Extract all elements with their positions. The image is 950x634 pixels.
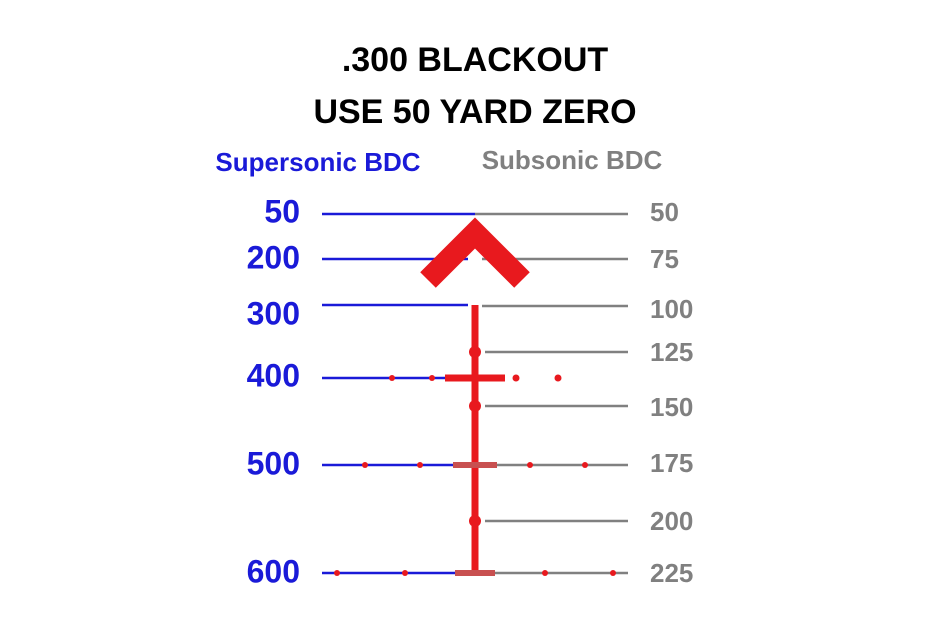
- subsonic-label: 50: [650, 197, 679, 227]
- subsonic-label: 225: [650, 558, 693, 588]
- supersonic-heading: Supersonic BDC: [215, 147, 420, 177]
- supersonic-label: 400: [247, 357, 300, 393]
- title-line: .300 BLACKOUT: [342, 41, 609, 79]
- subsonic-labels: 50 75 100 125 150 175 200 225: [650, 197, 693, 588]
- subsonic-label: 100: [650, 294, 693, 324]
- supersonic-lines: [322, 212, 475, 575]
- subsonic-label: 125: [650, 337, 693, 367]
- subsonic-label: 150: [650, 392, 693, 422]
- title-line: USE 50 YARD ZERO: [313, 93, 636, 131]
- subsonic-label: 175: [650, 448, 693, 478]
- supersonic-label: 600: [247, 553, 300, 589]
- subsonic-heading: Subsonic BDC: [482, 145, 663, 175]
- subsonic-lines: [470, 212, 628, 575]
- supersonic-label: 50: [264, 193, 300, 229]
- supersonic-label: 500: [247, 445, 300, 481]
- supersonic-labels: 50 200 300 400 500 600: [247, 193, 300, 589]
- subsonic-label: 75: [650, 244, 679, 274]
- subsonic-label: 200: [650, 506, 693, 536]
- red-reticle: [334, 217, 616, 576]
- supersonic-label: 200: [247, 239, 300, 275]
- supersonic-label: 300: [247, 295, 300, 331]
